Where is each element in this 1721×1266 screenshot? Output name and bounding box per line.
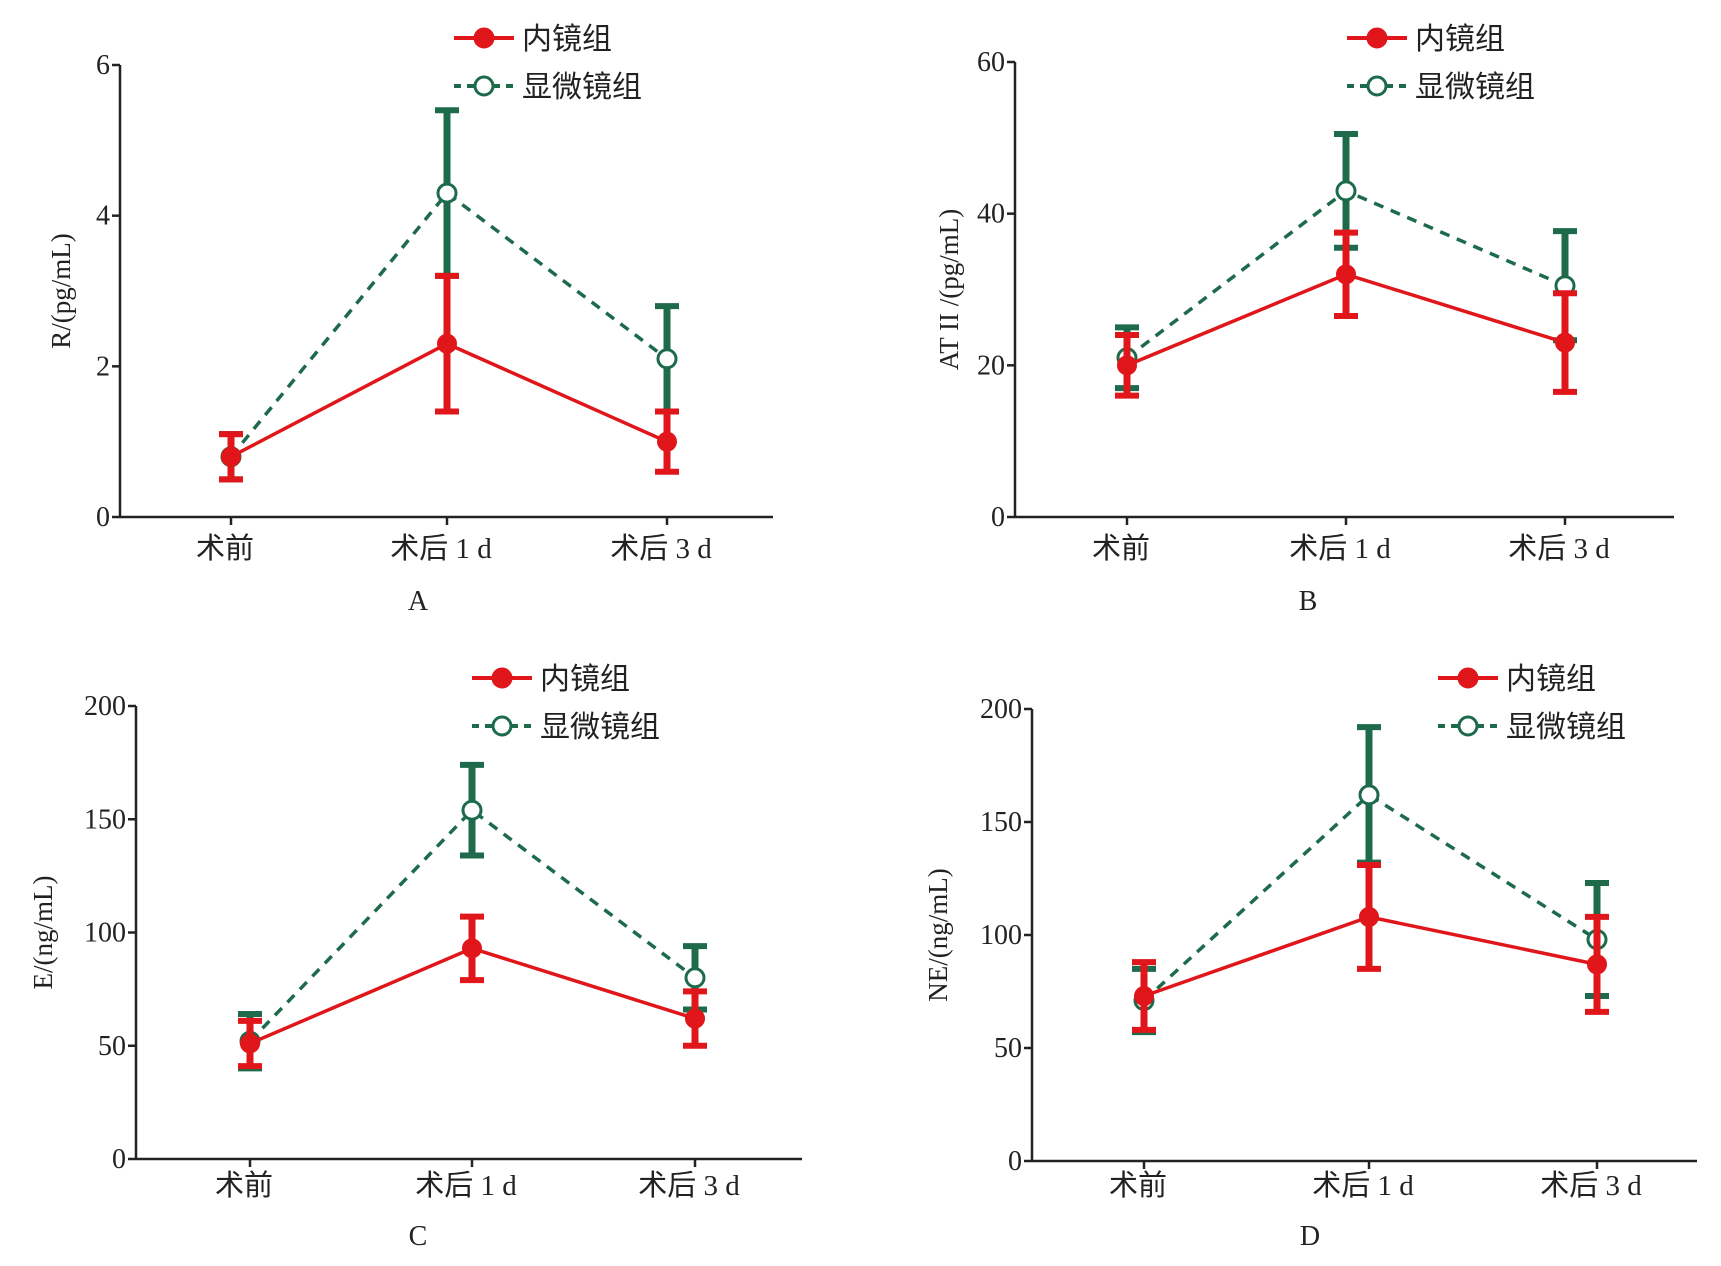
legend-label: 内镜组 <box>522 23 612 56</box>
y-tick-label: 6 <box>96 50 110 81</box>
x-tick-label: 术前 <box>196 532 254 565</box>
y-axis-label: NE/(ng/mL) <box>923 868 953 1001</box>
x-tick-label: 术后 1 d <box>1312 1169 1414 1202</box>
legend-marker-microscope <box>473 75 495 97</box>
y-tick-label: 50 <box>994 1033 1022 1064</box>
data-point-endoscope <box>685 1008 705 1029</box>
data-point-endoscope <box>240 1033 260 1054</box>
legend-label: 显微镜组 <box>540 711 660 744</box>
data-point-microscope <box>656 348 678 370</box>
y-tick-label: 100 <box>84 918 126 949</box>
y-tick-label: 0 <box>991 502 1005 533</box>
y-tick-label: 0 <box>1008 1146 1022 1177</box>
legend-label: 显微镜组 <box>522 71 642 104</box>
x-tick-label: 术后 3 d <box>638 1169 740 1202</box>
data-point-endoscope <box>221 446 241 467</box>
data-point-endoscope <box>1359 906 1379 927</box>
y-tick-label: 20 <box>977 350 1005 381</box>
legend-marker-endoscope <box>1457 667 1479 689</box>
x-tick-label: 术后 3 d <box>1508 532 1610 565</box>
y-tick-label: 2 <box>96 351 110 382</box>
data-point-microscope <box>436 182 458 204</box>
y-tick-label: 200 <box>980 694 1022 725</box>
y-tick-label: 0 <box>96 502 110 533</box>
x-tick-label: 术后 3 d <box>610 532 712 565</box>
y-tick-label: 40 <box>977 199 1005 230</box>
y-axis-label: R/(pg/mL) <box>46 233 76 349</box>
x-tick-label: 术后 1 d <box>415 1169 517 1202</box>
y-axis-label: AT II /(pg/mL) <box>934 209 964 370</box>
legend-marker-microscope <box>1457 715 1479 737</box>
data-point-endoscope <box>1117 355 1137 376</box>
legend-label: 显微镜组 <box>1415 71 1535 104</box>
y-tick-label: 200 <box>84 691 126 722</box>
x-tick-label: 术后 1 d <box>1289 532 1391 565</box>
data-point-endoscope <box>1587 954 1607 975</box>
data-point-endoscope <box>1134 986 1154 1007</box>
y-tick-label: 0 <box>112 1144 126 1175</box>
data-point-microscope <box>684 967 706 989</box>
data-point-microscope <box>1358 784 1380 806</box>
panel-letter: A <box>408 586 429 617</box>
legend-marker-microscope <box>1366 75 1388 97</box>
y-tick-label: 50 <box>98 1031 126 1062</box>
data-point-microscope <box>1335 180 1357 202</box>
x-tick-label: 术后 3 d <box>1540 1169 1642 1202</box>
y-tick-label: 60 <box>977 47 1005 78</box>
legend-marker-endoscope <box>1366 27 1388 49</box>
y-tick-label: 100 <box>980 920 1022 951</box>
series-line-microscope <box>248 807 697 1043</box>
x-tick-label: 术前 <box>1092 532 1150 565</box>
y-axis-label: E/(ng/mL) <box>28 876 58 990</box>
data-point-endoscope <box>462 938 482 959</box>
chart-panel-b: 0 20 40 60 术前 术后 1 d 术后 3 d AT II /(pg/mL) B 内镜组显… <box>934 23 1674 617</box>
data-point-endoscope <box>657 431 677 452</box>
data-point-endoscope <box>437 333 457 354</box>
series-line-microscope <box>229 190 669 458</box>
y-tick-label: 150 <box>980 807 1022 838</box>
legend-label: 内镜组 <box>1415 23 1505 56</box>
data-point-endoscope <box>1336 264 1356 285</box>
data-point-microscope <box>461 799 483 821</box>
data-point-endoscope <box>1555 332 1575 353</box>
panel-letter: B <box>1299 586 1318 617</box>
legend-label: 内镜组 <box>1506 663 1596 696</box>
x-tick-label: 术后 1 d <box>390 532 492 565</box>
panel-letter: D <box>1300 1221 1320 1252</box>
panel-letter: C <box>409 1221 428 1252</box>
chart-panel-d: 0 50 100 150 200 术前 术后 1 d 术后 3 d NE/(ng/mL) D 内镜组… <box>923 663 1697 1252</box>
x-tick-label: 术前 <box>215 1169 273 1202</box>
y-tick-label: 150 <box>84 804 126 835</box>
legend-label: 内镜组 <box>540 663 630 696</box>
legend-marker-microscope <box>491 715 513 737</box>
y-tick-label: 4 <box>96 201 110 232</box>
legend-label: 显微镜组 <box>1506 711 1626 744</box>
chart-panel-c: 0 50 100 150 200 术前 术后 1 d 术后 3 d E/(ng/mL) C 内镜组显… <box>28 663 802 1252</box>
legend-marker-endoscope <box>473 27 495 49</box>
x-tick-label: 术前 <box>1109 1169 1167 1202</box>
legend-marker-endoscope <box>491 667 513 689</box>
